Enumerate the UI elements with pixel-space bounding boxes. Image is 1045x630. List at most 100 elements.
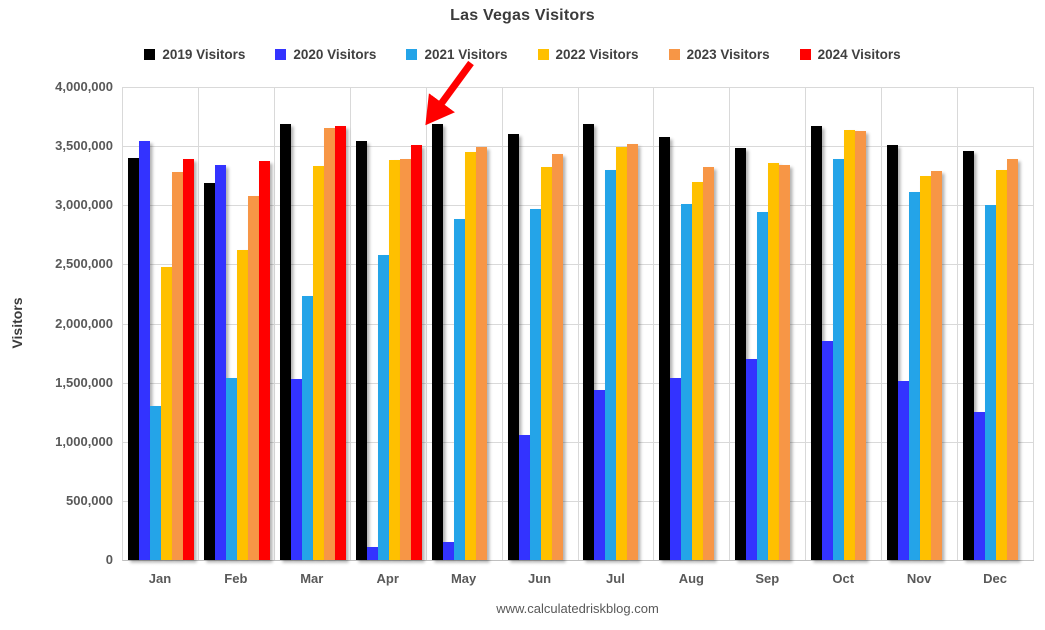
h-gridline <box>123 264 1034 266</box>
bar <box>540 167 552 560</box>
v-gridline <box>273 87 275 560</box>
chart-title: Las Vegas Visitors <box>450 7 595 24</box>
legend-label: 2019 Visitors <box>162 46 246 62</box>
y-tick-label: 4,000,000 <box>55 79 113 94</box>
legend-swatch-icon <box>406 48 418 60</box>
x-tick-label: Nov <box>906 571 932 586</box>
h-gridline <box>123 146 1034 148</box>
legend-label: 2021 Visitors <box>424 46 508 62</box>
y-tick-label: 1,000,000 <box>55 433 113 449</box>
bar <box>855 131 867 560</box>
v-gridline <box>729 87 731 560</box>
x-tick-label: Feb <box>224 571 248 586</box>
bar <box>898 381 910 560</box>
bar <box>833 159 845 560</box>
x-tick-label: Jun <box>527 571 552 586</box>
bar <box>301 296 313 560</box>
y-tick-label: 500,000 <box>66 492 113 508</box>
v-gridline <box>197 87 199 560</box>
y-tick-label: 3,000,000 <box>55 197 113 213</box>
bar <box>377 255 389 560</box>
bar <box>844 130 856 560</box>
v-gridline <box>805 87 807 560</box>
bar <box>388 160 400 560</box>
v-gridline <box>577 87 579 560</box>
bar <box>127 158 139 560</box>
bar <box>475 147 487 560</box>
bar <box>312 166 324 560</box>
bar <box>974 412 986 560</box>
legend-label: 2023 Visitors <box>686 46 770 62</box>
legend-item: 2024 Visitors <box>799 46 901 62</box>
bar <box>996 170 1008 560</box>
bar <box>703 167 715 560</box>
y-tick-label: 2,500,000 <box>55 256 113 272</box>
y-tick-label: 3,500,000 <box>55 138 113 154</box>
bar <box>203 183 215 560</box>
bar <box>768 163 780 560</box>
legend-item: 2019 Visitors <box>144 47 245 62</box>
bar <box>258 161 270 560</box>
v-gridline <box>501 87 503 560</box>
legend-swatch-icon <box>275 48 287 60</box>
h-gridline <box>123 87 1034 88</box>
bar <box>583 124 595 560</box>
bar <box>214 165 226 560</box>
bar <box>290 379 302 560</box>
bar <box>149 406 161 560</box>
bar <box>518 435 530 560</box>
legend-swatch-icon <box>144 48 156 60</box>
h-gridline <box>123 441 1034 443</box>
bar <box>920 176 932 560</box>
bar <box>507 134 519 560</box>
bar <box>138 141 150 560</box>
bar <box>279 124 291 560</box>
bar <box>355 141 367 560</box>
bar <box>464 152 476 560</box>
footer-url: www.calculatedriskblog.com <box>496 601 659 616</box>
bar <box>431 124 443 560</box>
bar <box>779 165 791 560</box>
v-gridline <box>349 87 351 560</box>
bar <box>822 341 834 560</box>
bar <box>247 196 259 560</box>
legend-label: 2024 Visitors <box>817 46 901 62</box>
y-tick-label: 0 <box>105 552 113 567</box>
legend-item: 2021 Visitors <box>406 46 508 62</box>
bar <box>811 126 823 560</box>
legend-swatch-icon <box>668 48 680 60</box>
bar <box>627 144 639 560</box>
plot-area <box>122 87 1034 561</box>
h-gridline <box>123 205 1034 207</box>
bar <box>182 159 194 560</box>
bar <box>160 267 172 560</box>
x-tick-label: May <box>450 571 477 586</box>
bar <box>605 170 617 560</box>
h-gridline <box>123 323 1034 325</box>
x-tick-label: Mar <box>300 571 324 586</box>
legend-item: 2023 Visitors <box>668 46 770 62</box>
bar <box>692 182 704 560</box>
bar <box>616 147 628 560</box>
bar <box>931 171 943 560</box>
x-tick-label: Oct <box>832 571 855 586</box>
bar <box>909 192 921 560</box>
legend-label: 2022 Visitors <box>555 46 639 62</box>
legend-item: 2022 Visitors <box>537 46 639 62</box>
x-tick-label: Aug <box>678 571 704 586</box>
y-tick-label: 1,500,000 <box>55 374 113 390</box>
bar <box>410 145 422 560</box>
bar <box>1007 159 1019 560</box>
v-gridline <box>957 87 959 560</box>
bar <box>529 209 541 560</box>
y-axis-title: Visitors <box>9 297 25 349</box>
h-gridline <box>123 382 1034 384</box>
bar <box>681 204 693 560</box>
bar <box>453 219 465 560</box>
v-gridline <box>1033 87 1034 560</box>
x-tick-label: Jul <box>606 571 625 586</box>
y-tick-label: 2,000,000 <box>55 315 113 331</box>
bar <box>887 145 899 560</box>
legend: 2019 Visitors 2020 Visitors 2021 Visitors 2… <box>0 44 1045 64</box>
